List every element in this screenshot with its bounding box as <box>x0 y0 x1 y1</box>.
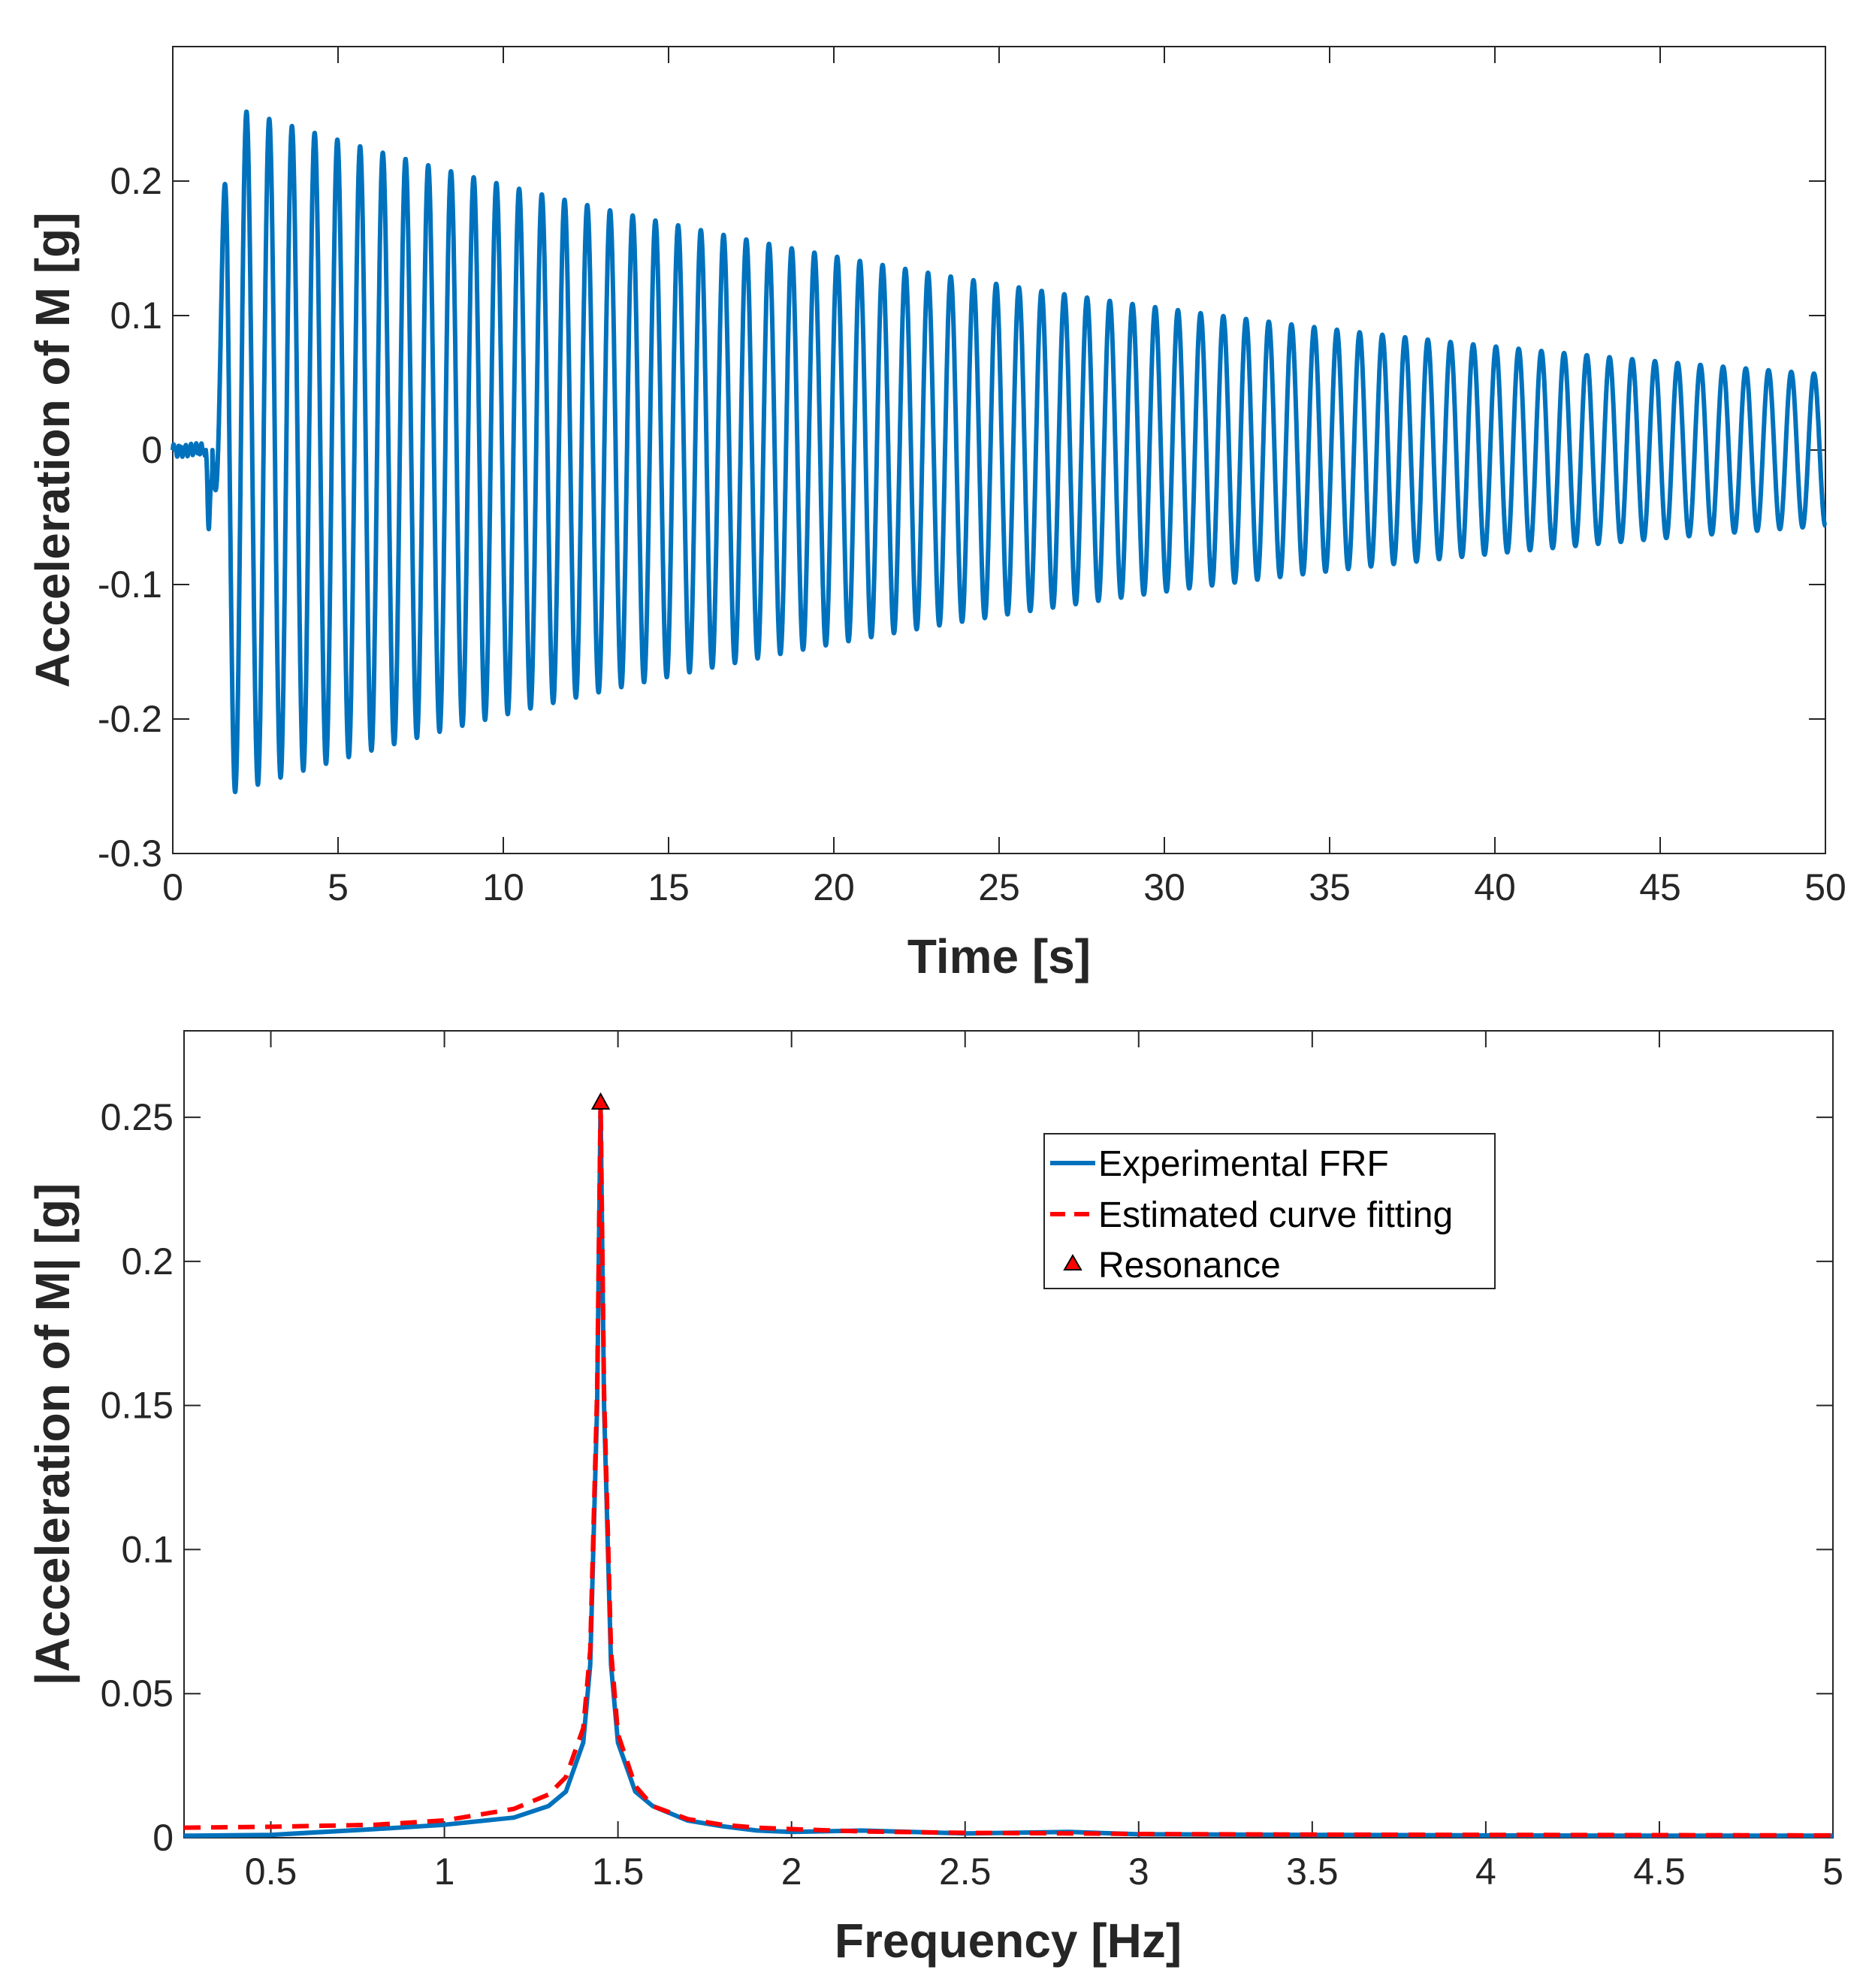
legend-experimental-label: Experimental FRF <box>1098 1144 1389 1184</box>
frf-plot-x-tick-label: 1 <box>434 1851 455 1893</box>
frf-plot-x-tick-label: 4.5 <box>1633 1851 1686 1893</box>
frf-plot-y-tick-label: 0.2 <box>121 1240 174 1283</box>
legend-box <box>1043 1133 1496 1289</box>
time-plot-y-tick-label: -0.1 <box>98 563 162 606</box>
time-plot-x-tick-label: 0 <box>162 866 183 908</box>
frf-plot-y-tick-label: 0 <box>152 1817 174 1859</box>
time-plot-y-tick-label: 0.1 <box>110 295 162 337</box>
time-plot-x-tick-label: 35 <box>1309 866 1351 908</box>
frf-plot-x-axis-title: Frequency [Hz] <box>835 1914 1182 1968</box>
time-plot-x-tick-label: 10 <box>482 866 524 908</box>
frf-plot-x-tick-label: 2 <box>781 1851 802 1893</box>
experimental-frf-line <box>183 1100 1833 1838</box>
time-plot-ticks <box>172 47 1826 854</box>
frf-plot-axes-box <box>183 1030 1834 1838</box>
time-plot-y-tick-label: 0 <box>141 429 162 471</box>
time-plot-x-tick-label: 50 <box>1804 866 1846 908</box>
time-plot-x-tick-label: 5 <box>328 866 349 908</box>
frf-plot-x-tick-label: 1.5 <box>592 1851 645 1893</box>
frf-plot-y-tick-label: 0.1 <box>121 1528 174 1570</box>
frf-plot-x-tick-label: 0.5 <box>245 1851 297 1893</box>
frf-plot-y-axis-title: |Acceleration of M| [g] <box>26 1183 80 1686</box>
frf-plot-x-tick-label: 2.5 <box>939 1851 992 1893</box>
frf-legend: Experimental FRF Estimated curve fitting… <box>1043 1133 1496 1289</box>
time-signal-plot: 0 5 10 15 20 25 30 35 40 45 50 -0.3 -0.2 -0.1 0 0.1 0.2… <box>26 46 1846 983</box>
time-plot-x-tick-label: 40 <box>1474 866 1516 908</box>
frf-plot-x-tick-label: 4 <box>1475 1851 1496 1893</box>
resonance-marker <box>590 1092 611 1110</box>
time-plot-x-tick-label: 15 <box>648 866 690 908</box>
time-plot-x-axis-title: Time [s] <box>907 929 1091 983</box>
frf-plot-y-tick-labels: 0 0.05 0.1 0.15 0.2 0.25 <box>101 1096 174 1859</box>
time-plot-y-axis-title: Acceleration of M [g] <box>26 213 80 688</box>
frf-plot-x-tick-label: 3.5 <box>1286 1851 1339 1893</box>
legend-resonance-marker-icon <box>1063 1254 1082 1270</box>
acceleration-time-series-line <box>171 109 1828 795</box>
legend-resonance-label: Resonance <box>1098 1246 1281 1286</box>
frf-plot-x-tick-labels: 0.5 1 1.5 2 2.5 3 3.5 4 4.5 5 <box>245 1851 1843 1893</box>
time-plot-x-tick-label: 45 <box>1639 866 1681 908</box>
frf-plot: 0.5 1 1.5 2 2.5 3 3.5 4 4.5 5 0 0.05 0.1 0.15 0.2 0.25… <box>26 1030 1843 1968</box>
time-plot-y-tick-label: 0.2 <box>110 160 162 202</box>
frf-plot-x-tick-label: 3 <box>1128 1851 1149 1893</box>
time-plot-y-tick-labels: -0.3 -0.2 -0.1 0 0.1 0.2 <box>98 160 162 875</box>
frf-plot-y-tick-label: 0.15 <box>101 1385 174 1427</box>
legend-fit-label: Estimated curve fitting <box>1098 1195 1453 1235</box>
time-plot-x-tick-labels: 0 5 10 15 20 25 30 35 40 45 50 <box>162 866 1846 908</box>
frf-plot-y-tick-label: 0.05 <box>101 1672 174 1715</box>
time-plot-x-tick-label: 30 <box>1143 866 1185 908</box>
time-plot-y-tick-label: -0.3 <box>98 832 162 875</box>
frf-plot-y-tick-label: 0.25 <box>101 1096 174 1138</box>
time-plot-x-tick-label: 20 <box>813 866 855 908</box>
time-plot-x-tick-label: 25 <box>978 866 1020 908</box>
time-plot-y-tick-label: -0.2 <box>98 698 162 740</box>
frf-plot-x-tick-label: 5 <box>1822 1851 1843 1893</box>
